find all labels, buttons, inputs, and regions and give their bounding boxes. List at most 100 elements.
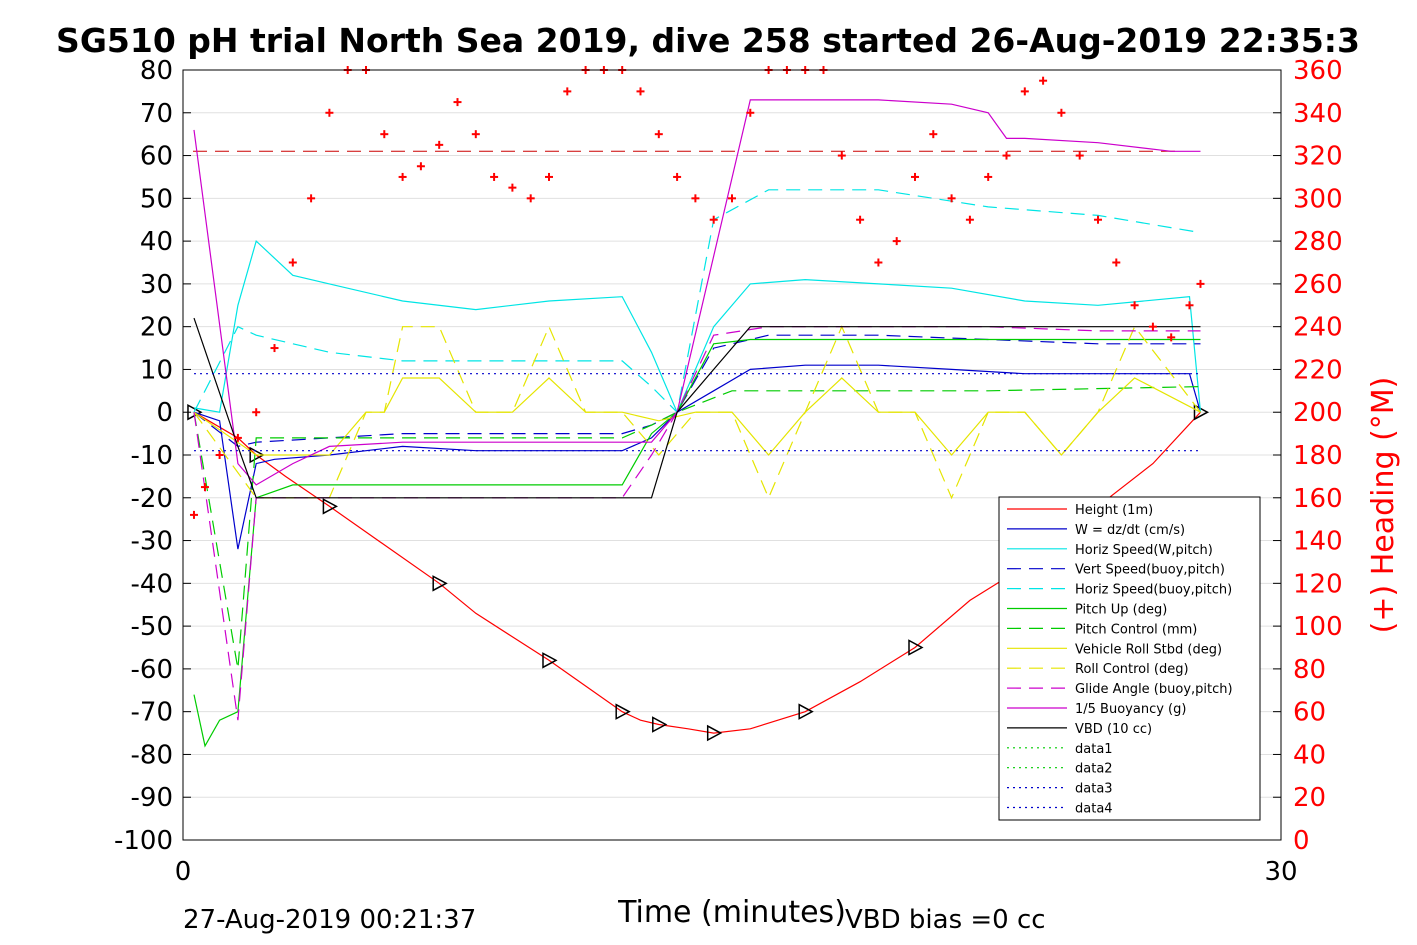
heading-point — [307, 194, 316, 203]
heading-point — [545, 172, 553, 181]
y-right-tick-label: 20 — [1293, 783, 1326, 813]
x-axis: 0 30 — [175, 857, 1298, 887]
height-marker — [706, 724, 723, 742]
heading-point — [325, 108, 334, 117]
heading-point — [911, 172, 919, 181]
height-marker — [652, 716, 668, 733]
heading-point — [984, 172, 993, 181]
series-line-11 — [193, 317, 1201, 499]
legend-entry: Pitch Up (deg) — [1075, 603, 1167, 618]
y-tick-label: 40 — [140, 227, 173, 257]
plot-area — [187, 66, 1210, 748]
series-line-4 — [193, 189, 1201, 414]
legend: Height (1m) W = dz/dt (cm/s) Horiz Speed(W… — [998, 496, 1261, 821]
heading-point — [874, 258, 883, 267]
heading-point — [1112, 258, 1121, 267]
heading-point — [837, 151, 846, 160]
y-right-tick-label: 260 — [1293, 270, 1343, 300]
y-right-tick-label: 60 — [1293, 698, 1326, 728]
legend-entry: Horiz Speed(buoy,pitch) — [1075, 583, 1232, 598]
height-marker — [542, 652, 558, 669]
chart-title: SG510 pH trial North Sea 2019, dive 258 … — [56, 21, 1360, 60]
heading-point — [215, 451, 224, 459]
y-tick-label: -70 — [131, 698, 173, 728]
heading-point — [1130, 301, 1139, 310]
heading-point — [526, 194, 535, 203]
y-right-tick-label: 360 — [1293, 56, 1343, 86]
heading-point — [746, 108, 755, 117]
heading-point — [1057, 108, 1066, 117]
y-tick-label: 80 — [140, 56, 173, 86]
legend-entry: W = dz/dt (cm/s) — [1075, 523, 1185, 538]
y-tick-label: -40 — [131, 569, 173, 599]
y-tick-label: 20 — [140, 313, 173, 343]
heading-point — [416, 162, 425, 171]
heading-point — [490, 172, 499, 181]
heading-point — [270, 344, 279, 353]
legend-entry: data1 — [1075, 742, 1113, 757]
legend-entry: Pitch Control (mm) — [1075, 622, 1197, 637]
y-tick-label: -30 — [131, 527, 173, 557]
y-tick-label: -50 — [131, 612, 173, 642]
y-tick-label: 70 — [140, 99, 173, 129]
heading-point — [965, 215, 974, 224]
y-right-tick-label: 280 — [1293, 227, 1343, 257]
series-line-1 — [193, 364, 1202, 550]
y-tick-label: -20 — [131, 484, 173, 514]
legend-entry: Height (1m) — [1075, 503, 1153, 518]
legend-box — [998, 496, 1261, 821]
footer-timestamp: 27-Aug-2019 00:21:37 — [183, 905, 476, 935]
series-line-8 — [193, 325, 1201, 500]
y-right-tick-label: 200 — [1293, 398, 1343, 428]
heading-point — [453, 98, 462, 107]
heading-point — [673, 172, 682, 181]
heading-point — [1002, 151, 1011, 160]
legend-entry: data4 — [1075, 802, 1113, 817]
heading-point — [435, 140, 444, 149]
heading-point — [929, 130, 938, 139]
legend-entry: Glide Angle (buoy,pitch) — [1075, 682, 1233, 697]
footer-vbd-bias: VBD bias =0 cc — [845, 905, 1046, 935]
y-tick-label: -90 — [131, 783, 173, 813]
heading-point — [856, 215, 865, 224]
y-axis-left: 80 70 60 50 40 30 20 10 0 -10 -20 -30 -40 -50 -60 -70 -8… — [114, 56, 191, 856]
heading-point — [1020, 87, 1029, 96]
series-line-7 — [193, 377, 1201, 456]
series-line-5 — [193, 338, 1201, 748]
y-right-tick-label: 320 — [1293, 142, 1343, 172]
x-axis-label: Time (minutes) — [617, 895, 846, 930]
heading-point — [508, 183, 517, 192]
y-right-tick-label: 0 — [1293, 826, 1310, 856]
y-axis-right-label: (+) Heading (°M) — [1366, 377, 1401, 634]
heading-point — [654, 130, 663, 139]
height-marker — [322, 498, 338, 515]
series-line-10 — [193, 99, 1201, 486]
heading-point — [1039, 76, 1048, 85]
y-tick-label: 60 — [140, 142, 173, 172]
height-marker — [432, 575, 448, 592]
y-tick-label: 10 — [140, 355, 173, 385]
series-line-2 — [193, 239, 1202, 414]
y-tick-label: 30 — [140, 270, 173, 300]
y-right-tick-label: 160 — [1293, 484, 1343, 514]
y-tick-label: -100 — [114, 826, 173, 856]
heading-point — [728, 194, 736, 203]
y-axis-right: 3603403203002802602402202001801601401201… — [1273, 56, 1343, 856]
heading-point — [1094, 215, 1102, 224]
x-tick-label: 0 — [175, 857, 192, 887]
height-marker — [249, 446, 265, 464]
heading-point — [380, 130, 389, 139]
legend-entry: data2 — [1075, 762, 1113, 777]
heading-point — [398, 172, 407, 181]
series-line-6 — [193, 386, 1201, 670]
y-right-tick-label: 120 — [1293, 569, 1343, 599]
heading-point — [189, 510, 198, 519]
heading-point — [471, 130, 480, 139]
y-tick-label: -80 — [131, 740, 173, 770]
legend-entry: 1/5 Buoyancy (g) — [1075, 702, 1186, 717]
height-marker — [908, 639, 924, 656]
legend-entry: data3 — [1075, 782, 1113, 797]
series-line-3 — [193, 334, 1201, 448]
y-right-tick-label: 80 — [1293, 655, 1326, 685]
